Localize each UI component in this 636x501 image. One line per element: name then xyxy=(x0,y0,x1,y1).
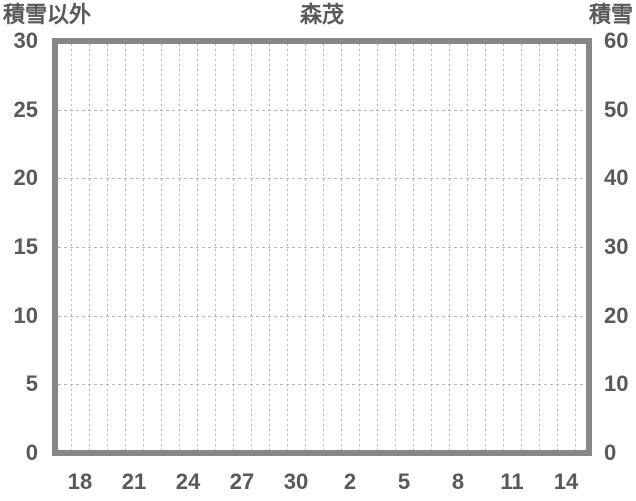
x-axis-tick: 14 xyxy=(553,469,579,494)
x-axis-tick: 18 xyxy=(67,469,93,494)
right-axis-tick: 30 xyxy=(604,234,629,259)
plot-area xyxy=(52,38,592,456)
left-axis-tick: 30 xyxy=(13,28,38,53)
x-axis-tick: 30 xyxy=(283,469,309,494)
right-axis-tick: 60 xyxy=(604,28,629,53)
left-axis-tick: 0 xyxy=(25,440,38,465)
x-axis-tick: 24 xyxy=(175,469,201,494)
right-axis-tick: 0 xyxy=(604,440,617,465)
x-axis-tick: 5 xyxy=(397,469,411,494)
grid-lines xyxy=(58,44,586,450)
x-axis-tick: 27 xyxy=(229,469,255,494)
x-axis-tick: 21 xyxy=(121,469,147,494)
right-axis-title: 積雪 xyxy=(588,2,633,27)
x-axis-tick: 2 xyxy=(343,469,357,494)
left-axis-title: 積雪以外 xyxy=(3,2,92,27)
right-axis-tick: 40 xyxy=(604,165,629,191)
right-axis-tick: 50 xyxy=(604,96,629,122)
right-axis-tick: 10 xyxy=(604,371,629,397)
x-axis-tick: 11 xyxy=(500,469,524,494)
left-axis-tick: 10 xyxy=(13,302,38,328)
left-axis-tick: 25 xyxy=(13,96,38,122)
left-axis-tick: 15 xyxy=(13,234,38,259)
left-axis-tick: 20 xyxy=(13,165,38,191)
left-axis-tick: 5 xyxy=(25,371,38,397)
right-axis-tick: 20 xyxy=(604,302,629,328)
chart-title: 森茂 xyxy=(299,2,344,27)
x-axis-tick: 8 xyxy=(451,469,465,494)
